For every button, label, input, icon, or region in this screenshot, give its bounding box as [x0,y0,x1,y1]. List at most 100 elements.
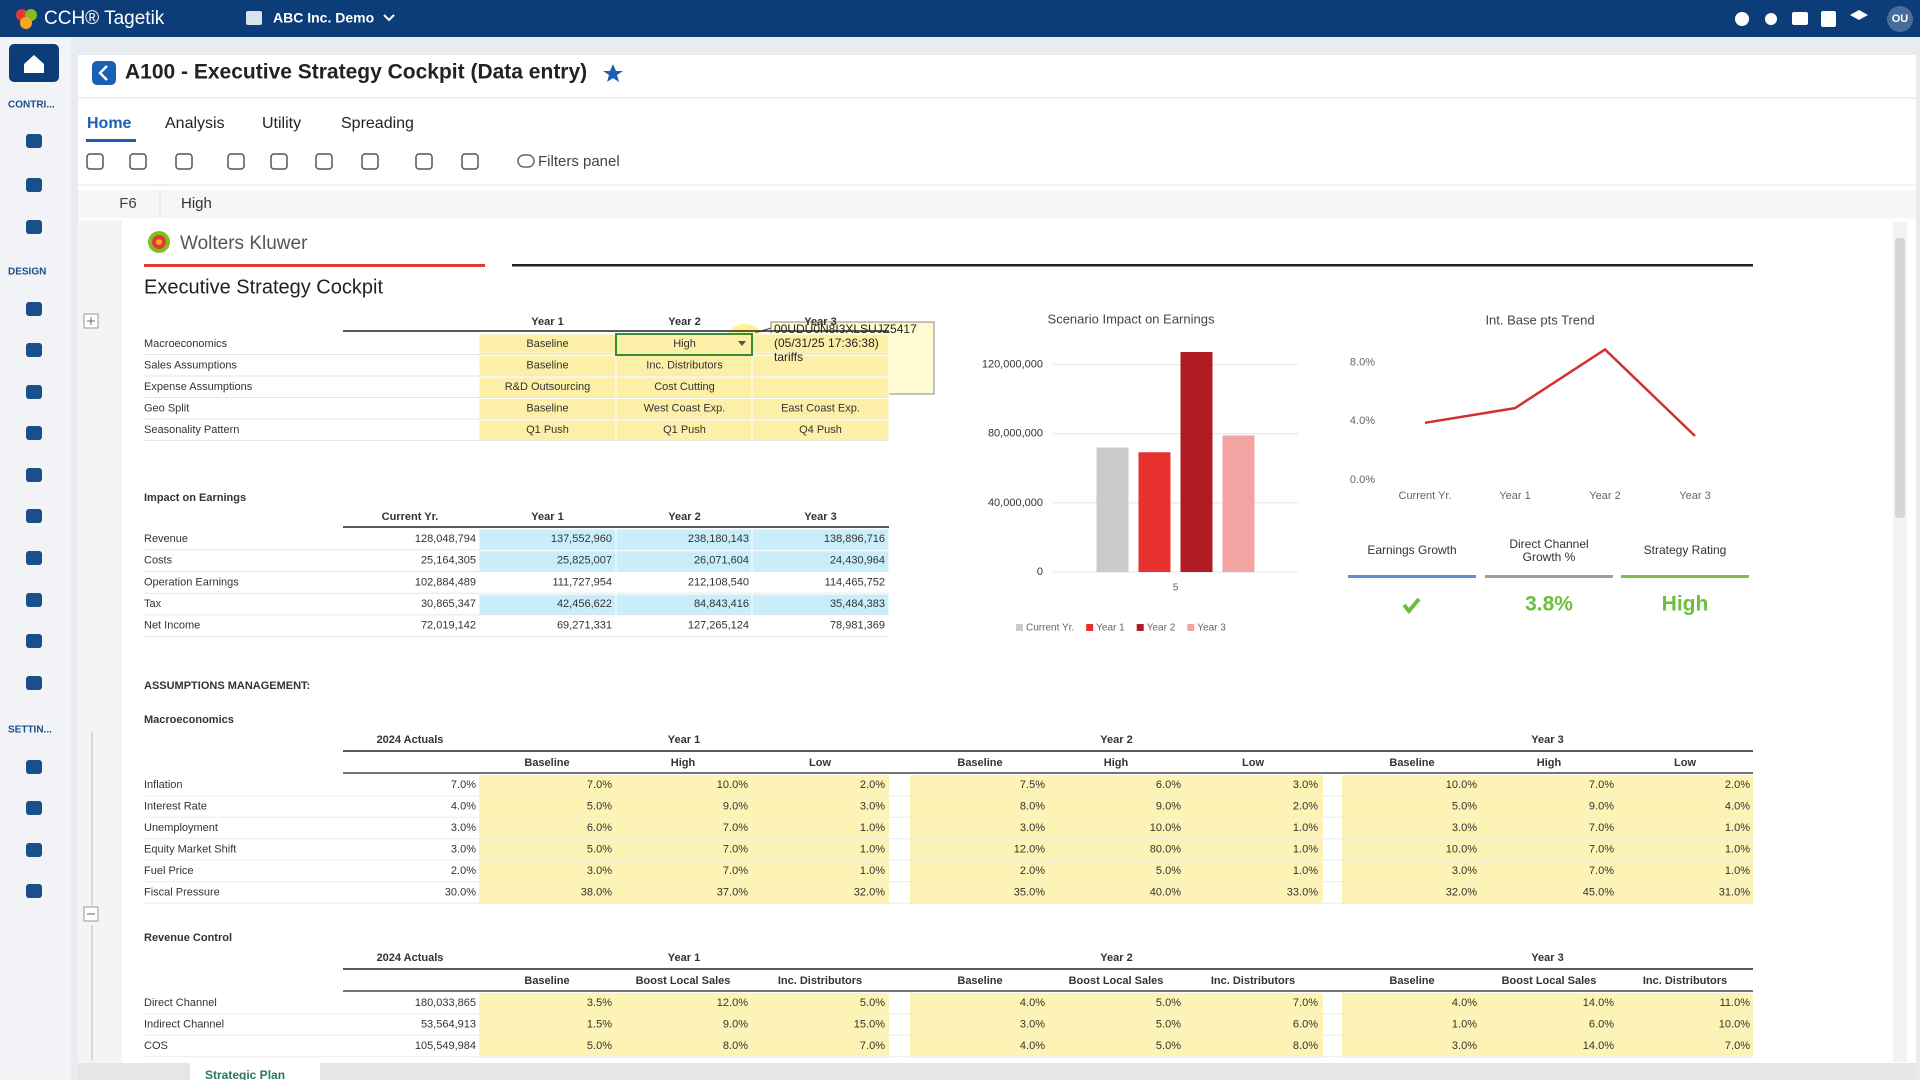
toolbar-button[interactable] [129,153,147,170]
cell-value[interactable]: 37.0% [717,886,748,898]
help-icon[interactable] [1821,11,1836,27]
cell-value[interactable]: 4.0% [1020,997,1045,1009]
cell-value[interactable]: 3.0% [1452,865,1477,877]
cell-value[interactable]: 1.0% [1293,865,1318,877]
cell-value[interactable]: 3.0% [1293,779,1318,791]
sidebar-icon[interactable] [26,426,42,440]
cell-value[interactable]: 1.0% [1725,865,1750,877]
ribbon-tab[interactable]: Spreading [341,115,414,132]
toolbar-button[interactable] [270,153,288,170]
cell-value[interactable]: 11.0% [1720,997,1751,1009]
cell-value[interactable]: 3.5% [587,997,612,1009]
cell-value[interactable]: 1.0% [1725,843,1750,855]
cell-value[interactable]: 7.0% [1589,843,1614,855]
filters-panel[interactable]: Filters panel [538,153,620,170]
cell-value[interactable]: 7.5% [1020,779,1045,791]
cell-value[interactable]: 3.0% [1020,822,1045,834]
cell-value[interactable]: 38.0% [581,886,612,898]
sidebar-icon[interactable] [26,468,42,482]
cell-value[interactable]: 1.0% [1725,822,1750,834]
cell-value[interactable]: 1.0% [860,822,885,834]
cell-value[interactable]: 45.0% [1583,886,1614,898]
cell-value[interactable]: 7.0% [723,843,748,855]
cell-value[interactable]: 10.0% [1150,822,1181,834]
cell-value[interactable]: 1.0% [1293,843,1318,855]
cell-value[interactable]: 1.0% [860,865,885,877]
cell-value[interactable]: 2.0% [1725,779,1750,791]
cell-value[interactable]: 9.0% [723,800,748,812]
cell-value[interactable]: 6.0% [1589,1018,1614,1030]
cell-value[interactable]: 3.0% [587,865,612,877]
cell-value[interactable]: 10.0% [1446,843,1477,855]
cell-value[interactable]: 1.5% [587,1018,612,1030]
cell-dropdown[interactable] [738,341,746,346]
toolbar-button[interactable] [315,153,333,170]
cell-value[interactable]: 7.0% [723,822,748,834]
ribbon-tab[interactable]: Home [87,115,132,132]
cell-value[interactable]: 14.0% [1583,997,1614,1009]
sheet-tab-label[interactable]: Strategic Plan [205,1068,285,1080]
cell-value[interactable]: 5.0% [1156,1040,1181,1052]
back-button[interactable] [92,61,116,85]
cell-value[interactable]: 4.0% [1725,800,1750,812]
cell-value[interactable]: 6.0% [587,822,612,834]
sidebar-icon[interactable] [26,343,42,357]
cell-value[interactable]: 80.0% [1150,843,1181,855]
sidebar-icon[interactable] [26,676,42,690]
cell-value[interactable]: 10.0% [1719,1018,1750,1030]
toolbar-button[interactable] [86,153,104,170]
toolbar-button[interactable] [175,153,193,170]
sidebar-icon[interactable] [26,220,42,234]
cell-value[interactable]: 7.0% [723,865,748,877]
favorite-star[interactable] [603,64,623,82]
clock-icon[interactable] [1735,12,1749,26]
sidebar-icon[interactable] [26,843,42,857]
cell-value[interactable]: 7.0% [1725,1040,1750,1052]
cell-value[interactable]: 7.0% [1293,997,1318,1009]
cell-value[interactable]: 1.0% [1293,822,1318,834]
cell-value[interactable]: 9.0% [723,1018,748,1030]
cell-value[interactable]: 1.0% [860,843,885,855]
ribbon-tab[interactable]: Utility [262,115,301,132]
cell-value[interactable]: 2.0% [1020,865,1045,877]
cell-value[interactable]: 5.0% [1156,1018,1181,1030]
sidebar-icon[interactable] [26,593,42,607]
sidebar-icon[interactable] [26,551,42,565]
cell-value[interactable]: 8.0% [1293,1040,1318,1052]
cell-value[interactable]: 5.0% [587,843,612,855]
cell-value[interactable]: 3.0% [1452,1040,1477,1052]
settings-icon[interactable] [1765,13,1777,25]
env-chevron[interactable] [383,14,395,22]
mail-icon[interactable] [1792,12,1808,25]
cell-value[interactable]: 2.0% [1293,800,1318,812]
sidebar-icon[interactable] [26,134,42,148]
cell-value[interactable]: 6.0% [1293,1018,1318,1030]
cell-value[interactable]: 9.0% [1156,800,1181,812]
cell-value[interactable]: 7.0% [1589,779,1614,791]
environment-name[interactable]: ABC Inc. Demo [273,10,374,26]
cell-value[interactable]: 5.0% [1452,800,1477,812]
cell-value[interactable]: 40.0% [1150,886,1181,898]
cell-value[interactable]: 5.0% [1156,865,1181,877]
sidebar-icon[interactable] [26,760,42,774]
cell-value[interactable]: 32.0% [854,886,885,898]
cell-value[interactable]: 7.0% [860,1040,885,1052]
sidebar-icon[interactable] [26,385,42,399]
cell-value[interactable]: 4.0% [1452,997,1477,1009]
cell-value[interactable]: 35.0% [1014,886,1045,898]
sheet-tab[interactable] [190,1063,320,1080]
cell-value[interactable]: 8.0% [1020,800,1045,812]
input-cell[interactable] [751,355,890,377]
cell-value[interactable]: 7.0% [1589,822,1614,834]
input-cell[interactable] [751,376,890,399]
sidebar-icon[interactable] [26,634,42,648]
user-avatar[interactable] [1887,6,1913,32]
cell-value[interactable]: 12.0% [717,997,748,1009]
cell-value[interactable]: 31.0% [1719,886,1750,898]
cell-value[interactable]: 14.0% [1583,1040,1614,1052]
cell-value[interactable]: 4.0% [1020,1040,1045,1052]
sidebar-icon[interactable] [26,178,42,192]
sidebar-icon[interactable] [26,302,42,316]
toolbar-button[interactable] [361,153,379,170]
cell-value[interactable]: 5.0% [587,800,612,812]
